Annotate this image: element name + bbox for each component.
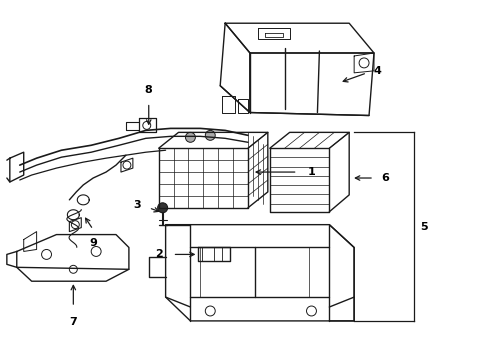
Text: 3: 3: [133, 200, 141, 210]
Text: 4: 4: [373, 66, 381, 76]
Text: 6: 6: [380, 173, 388, 183]
Circle shape: [185, 132, 195, 142]
Circle shape: [157, 203, 167, 213]
Text: 5: 5: [420, 222, 427, 231]
Text: 7: 7: [69, 317, 77, 327]
Text: 2: 2: [155, 249, 163, 260]
Circle shape: [205, 130, 215, 140]
Text: 1: 1: [307, 167, 315, 177]
Text: 8: 8: [144, 85, 152, 95]
Text: 9: 9: [89, 238, 97, 248]
